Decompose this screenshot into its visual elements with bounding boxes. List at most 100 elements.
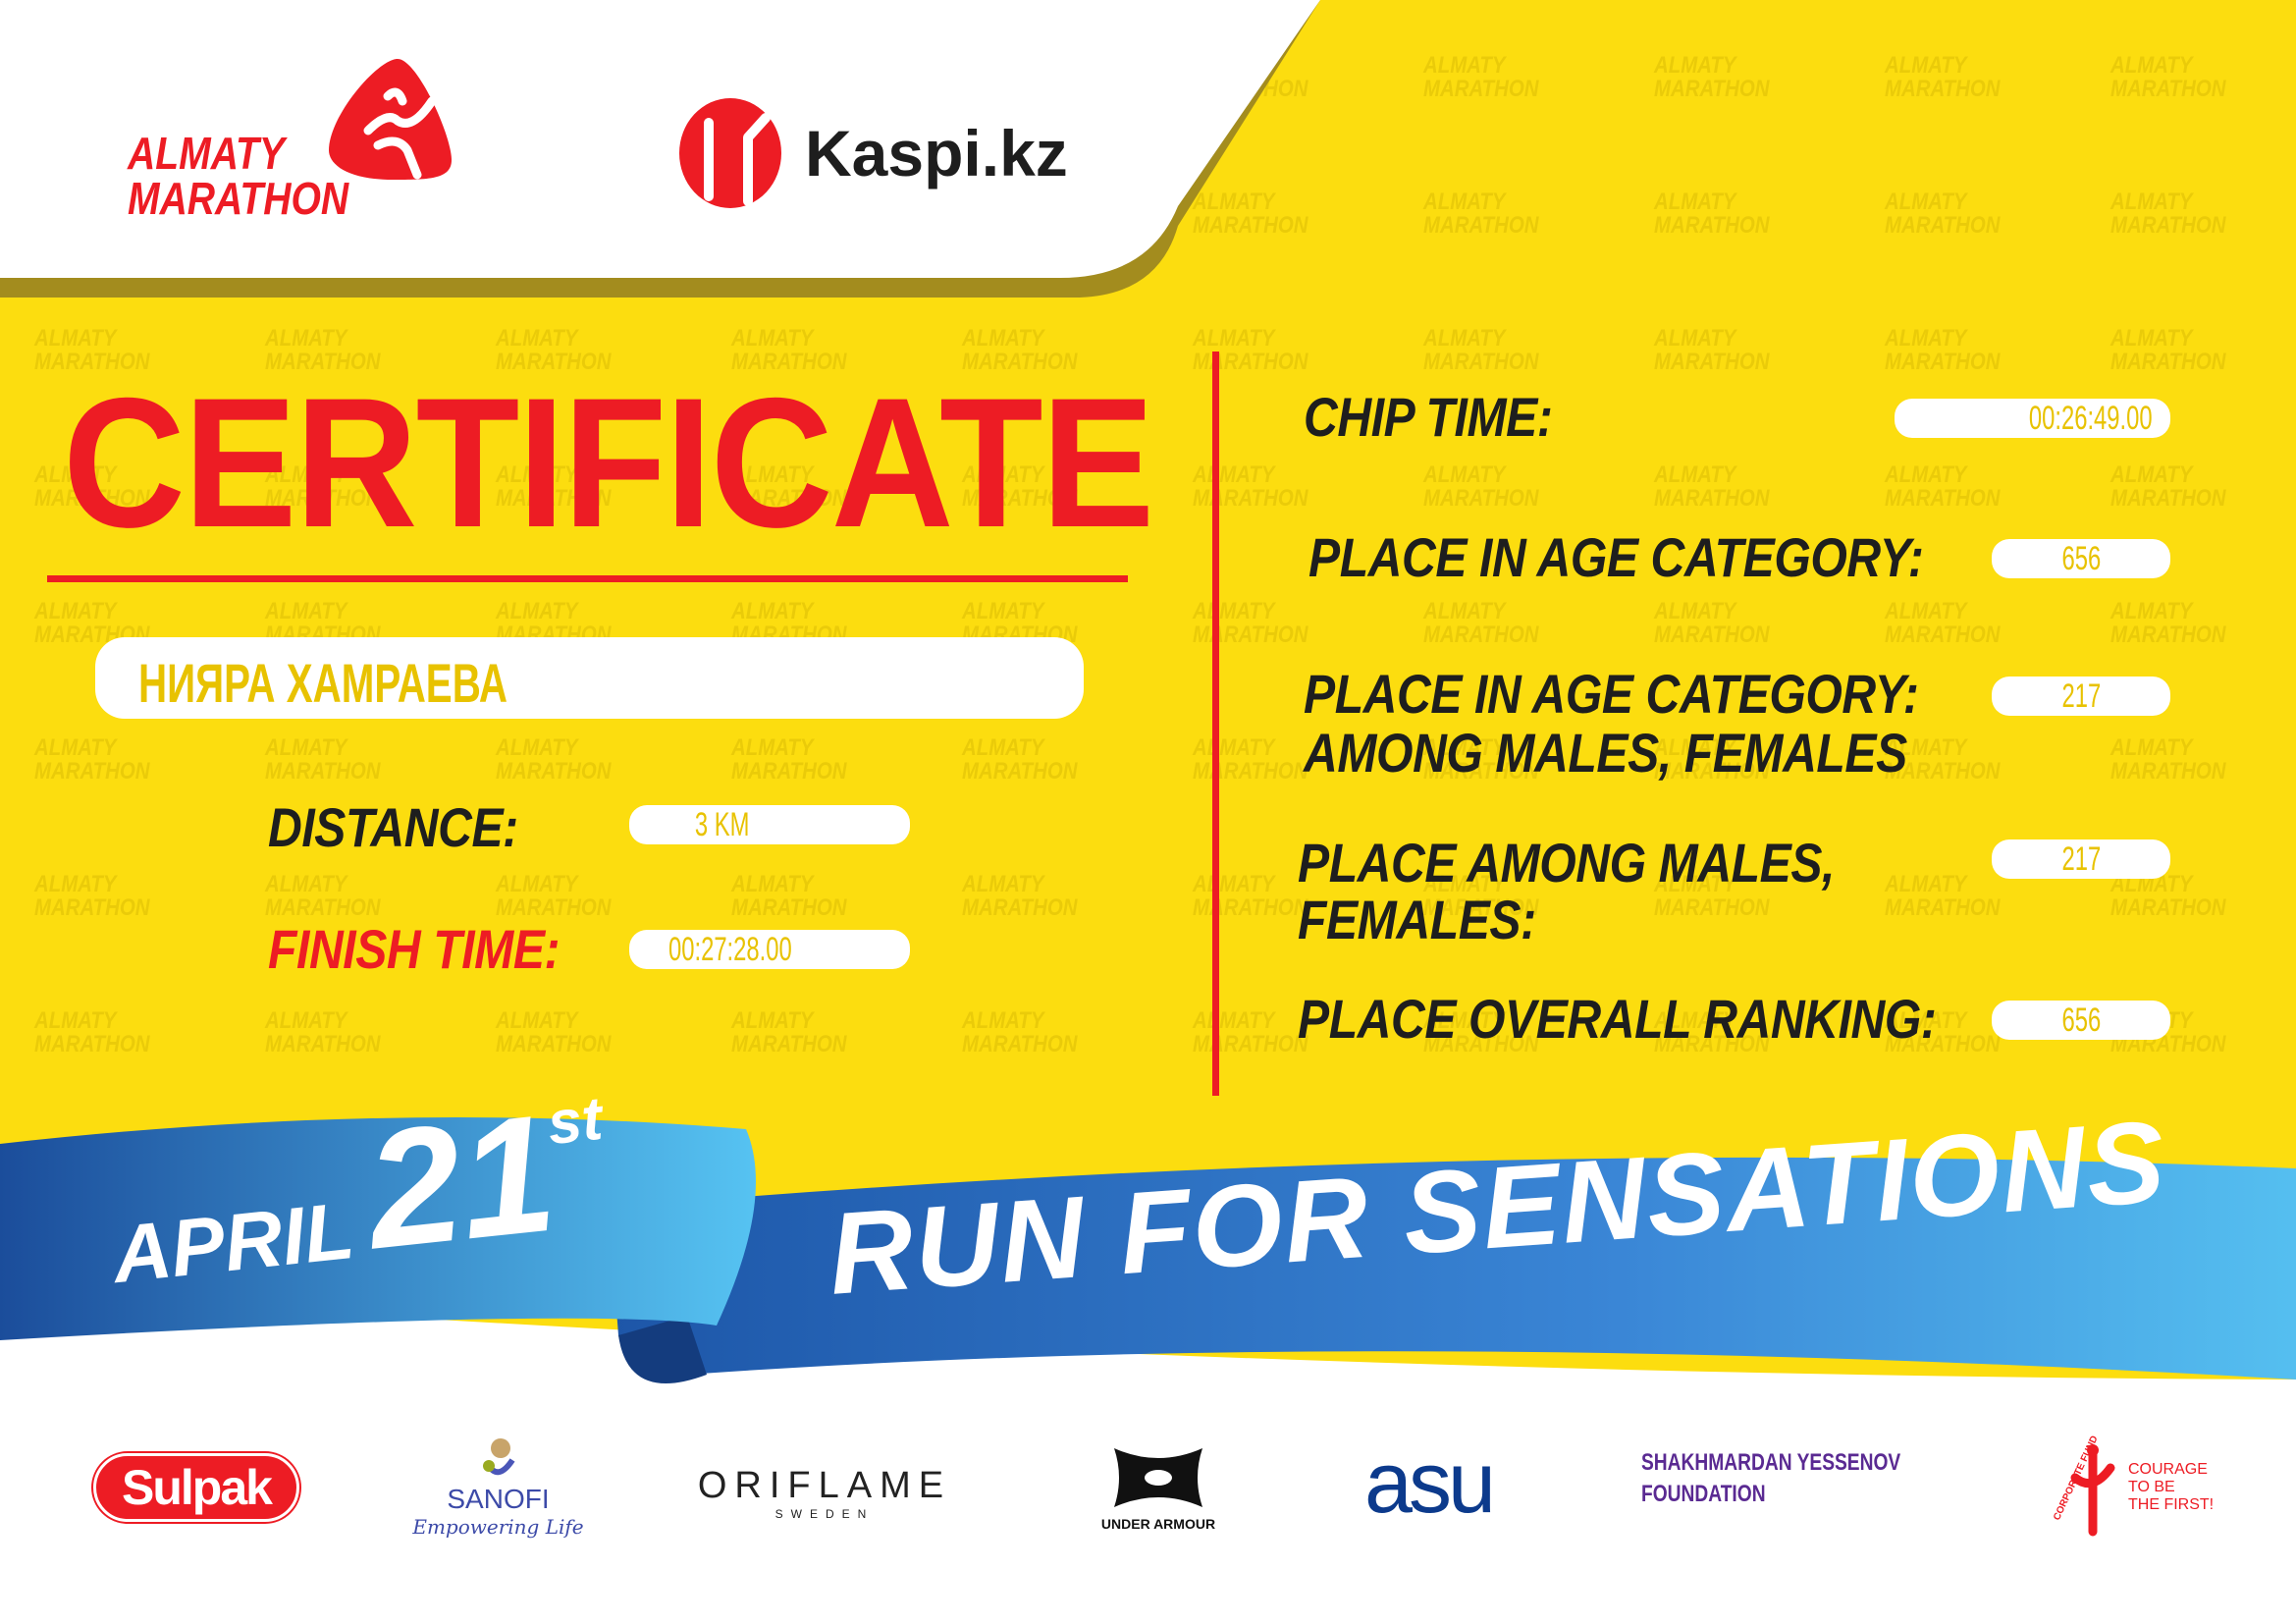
- participant-name-box: НИЯРА ХАМРАЕВА: [95, 637, 1084, 719]
- place-age-category-gender-label-line1: PLACE IN AGE CATEGORY:: [1304, 663, 1919, 725]
- event-day: 21: [358, 1079, 563, 1285]
- place-age-category-gender-label-line2: AMONG MALES, FEMALES: [1304, 722, 1907, 784]
- sponsor-sanofi: SANOFI Empowering Life: [412, 1429, 584, 1546]
- column-divider: [1212, 352, 1219, 1096]
- oriflame-sub: SWEDEN: [774, 1506, 875, 1521]
- sulpak-wordmark: Sulpak: [122, 1460, 273, 1515]
- chip-time-label: CHIP TIME:: [1304, 386, 1553, 448]
- event-day-suffix: st: [544, 1084, 606, 1159]
- logo-line1: ALMATY: [128, 128, 285, 179]
- almaty-marathon-logo: ALMATY MARATHON: [128, 57, 461, 234]
- place-age-category-gender-value-box: 217: [1992, 677, 2170, 716]
- under-armour-icon: [1114, 1448, 1202, 1507]
- kaspi-wordmark: Kaspi.kz: [805, 117, 1068, 189]
- sanofi-wordmark: SANOFI: [447, 1484, 550, 1514]
- sanofi-tagline: Empowering Life: [412, 1515, 584, 1539]
- chip-time-value: 00:26:49.00: [2029, 399, 2153, 437]
- sponsor-asu: asu: [1350, 1438, 1507, 1527]
- sponsor-yessenov: SHAKHMARDAN YESSENOV FOUNDATION: [1620, 1434, 1944, 1524]
- place-overall-value-box: 656: [1992, 1001, 2170, 1040]
- runner-drop-icon: [329, 59, 452, 180]
- asu-wordmark: asu: [1364, 1434, 1496, 1531]
- courage-line1: COURAGE: [2128, 1460, 2208, 1478]
- sponsor-sulpak: Sulpak: [93, 1453, 299, 1522]
- place-age-category-gender-value: 217: [2061, 677, 2101, 715]
- place-gender-value-box: 217: [1992, 839, 2170, 879]
- courage-figure-icon: [2070, 1443, 2115, 1536]
- header-panel: [0, 0, 1320, 298]
- place-age-category-value-box: 656: [1992, 539, 2170, 578]
- finish-time-value-box: 00:27:28.00: [629, 930, 910, 969]
- place-age-category-value: 656: [2061, 539, 2101, 577]
- chip-time-value-box: 00:26:49.00: [1895, 399, 2170, 438]
- sanofi-bird-icon: [482, 1438, 514, 1476]
- place-gender-label-line2: FEMALES:: [1298, 889, 1536, 950]
- distance-value: 3 KM: [694, 805, 750, 843]
- place-age-category-label: PLACE IN AGE CATEGORY:: [1308, 526, 1924, 588]
- finish-time-label: FINISH TIME:: [268, 918, 561, 980]
- kaspi-figures-icon: [679, 98, 781, 208]
- distance-label: DISTANCE:: [268, 796, 518, 858]
- courage-line3: THE FIRST!: [2128, 1495, 2215, 1513]
- sponsor-courage-fund: CORPORATE FUND COURAGE TO BE THE FIRST!: [2052, 1435, 2218, 1539]
- distance-value-box: 3 KM: [629, 805, 910, 844]
- place-overall-label: PLACE OVERALL RANKING:: [1298, 988, 1937, 1050]
- under-armour-wordmark: UNDER ARMOUR: [1100, 1516, 1216, 1532]
- finish-time-value: 00:27:28.00: [668, 930, 792, 968]
- yessenov-name: SHAKHMARDAN YESSENOV: [1641, 1449, 1901, 1476]
- place-gender-label-line1: PLACE AMONG MALES,: [1298, 832, 1836, 893]
- logo-line2: MARATHON: [128, 173, 349, 224]
- oriflame-wordmark: ORIFLAME: [697, 1464, 952, 1506]
